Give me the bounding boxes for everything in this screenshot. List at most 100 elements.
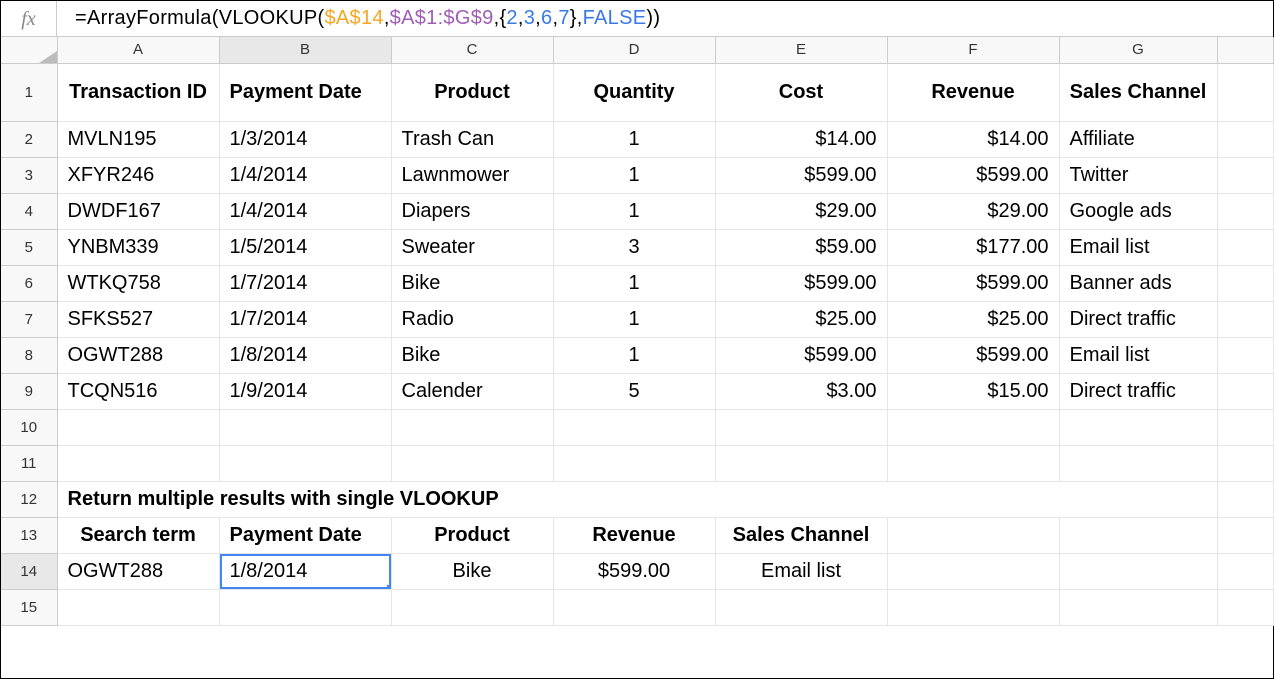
row-11[interactable]: 11 <box>1 445 57 481</box>
cell-E4[interactable]: $29.00 <box>715 193 887 229</box>
cell-G8[interactable]: Email list <box>1059 337 1217 373</box>
row-13[interactable]: 13 <box>1 517 57 553</box>
cell-F5[interactable]: $177.00 <box>887 229 1059 265</box>
cell-F3[interactable]: $599.00 <box>887 157 1059 193</box>
cell-F8[interactable]: $599.00 <box>887 337 1059 373</box>
cell-B9[interactable]: 1/9/2014 <box>219 373 391 409</box>
row-4[interactable]: 4 <box>1 193 57 229</box>
sec-hdr-revenue[interactable]: Revenue <box>553 517 715 553</box>
cell-F6[interactable]: $599.00 <box>887 265 1059 301</box>
section-title[interactable]: Return multiple results with single VLOO… <box>57 481 1217 517</box>
hdr-quantity[interactable]: Quantity <box>553 63 715 121</box>
cell-A9[interactable]: TCQN516 <box>57 373 219 409</box>
sec-sales-channel[interactable]: Email list <box>715 553 887 589</box>
cell-G9[interactable]: Direct traffic <box>1059 373 1217 409</box>
cell-F7[interactable]: $25.00 <box>887 301 1059 337</box>
cell-B2[interactable]: 1/3/2014 <box>219 121 391 157</box>
row-5[interactable]: 5 <box>1 229 57 265</box>
row-6[interactable]: 6 <box>1 265 57 301</box>
cell-D8[interactable]: 1 <box>553 337 715 373</box>
cell-C9[interactable]: Calender <box>391 373 553 409</box>
cell-C8[interactable]: Bike <box>391 337 553 373</box>
col-D[interactable]: D <box>553 37 715 63</box>
cell-D3[interactable]: 1 <box>553 157 715 193</box>
cell-D7[interactable]: 1 <box>553 301 715 337</box>
cell-E6[interactable]: $599.00 <box>715 265 887 301</box>
cell-C7[interactable]: Radio <box>391 301 553 337</box>
cell-G2[interactable]: Affiliate <box>1059 121 1217 157</box>
cell-A2[interactable]: MVLN195 <box>57 121 219 157</box>
cell-B6[interactable]: 1/7/2014 <box>219 265 391 301</box>
spreadsheet-grid[interactable]: A B C D E F G 1 Transaction ID Payment D… <box>1 37 1274 626</box>
cell-B7[interactable]: 1/7/2014 <box>219 301 391 337</box>
cell-G3[interactable]: Twitter <box>1059 157 1217 193</box>
cell-E7[interactable]: $25.00 <box>715 301 887 337</box>
row-15[interactable]: 15 <box>1 589 57 625</box>
cell-D4[interactable]: 1 <box>553 193 715 229</box>
cell-B4[interactable]: 1/4/2014 <box>219 193 391 229</box>
cell-A8[interactable]: OGWT288 <box>57 337 219 373</box>
cell-E2[interactable]: $14.00 <box>715 121 887 157</box>
row-3[interactable]: 3 <box>1 157 57 193</box>
cell-A6[interactable]: WTKQ758 <box>57 265 219 301</box>
cell-D2[interactable]: 1 <box>553 121 715 157</box>
hdr-cost[interactable]: Cost <box>715 63 887 121</box>
cell-G4[interactable]: Google ads <box>1059 193 1217 229</box>
cell-G7[interactable]: Direct traffic <box>1059 301 1217 337</box>
col-G[interactable]: G <box>1059 37 1217 63</box>
cell-C3[interactable]: Lawnmower <box>391 157 553 193</box>
cell-F2[interactable]: $14.00 <box>887 121 1059 157</box>
hdr-revenue[interactable]: Revenue <box>887 63 1059 121</box>
cell-A5[interactable]: YNBM339 <box>57 229 219 265</box>
cell-C6[interactable]: Bike <box>391 265 553 301</box>
cell-C2[interactable]: Trash Can <box>391 121 553 157</box>
cell-B5[interactable]: 1/5/2014 <box>219 229 391 265</box>
row-10[interactable]: 10 <box>1 409 57 445</box>
cell-E8[interactable]: $599.00 <box>715 337 887 373</box>
row-9[interactable]: 9 <box>1 373 57 409</box>
hdr-sales-channel[interactable]: Sales Channel <box>1059 63 1217 121</box>
cell-A3[interactable]: XFYR246 <box>57 157 219 193</box>
cell-B8[interactable]: 1/8/2014 <box>219 337 391 373</box>
hdr-payment-date[interactable]: Payment Date <box>219 63 391 121</box>
select-all-corner[interactable] <box>1 37 57 63</box>
col-E[interactable]: E <box>715 37 887 63</box>
sec-hdr-search-term[interactable]: Search term <box>57 517 219 553</box>
formula-input[interactable]: =ArrayFormula(VLOOKUP($A$14,$A$1:$G$9,{2… <box>57 7 660 30</box>
sec-product[interactable]: Bike <box>391 553 553 589</box>
cell-C5[interactable]: Sweater <box>391 229 553 265</box>
col-extra[interactable] <box>1217 37 1273 63</box>
cell-E9[interactable]: $3.00 <box>715 373 887 409</box>
cell-G5[interactable]: Email list <box>1059 229 1217 265</box>
sec-search-term[interactable]: OGWT288 <box>57 553 219 589</box>
fx-icon[interactable]: fx <box>1 1 57 36</box>
cell-D9[interactable]: 5 <box>553 373 715 409</box>
hdr-transaction-id[interactable]: Transaction ID <box>57 63 219 121</box>
row-2[interactable]: 2 <box>1 121 57 157</box>
col-F[interactable]: F <box>887 37 1059 63</box>
cell-F9[interactable]: $15.00 <box>887 373 1059 409</box>
sec-hdr-payment-date[interactable]: Payment Date <box>219 517 391 553</box>
sec-hdr-sales-channel[interactable]: Sales Channel <box>715 517 887 553</box>
cell-A4[interactable]: DWDF167 <box>57 193 219 229</box>
cell-A7[interactable]: SFKS527 <box>57 301 219 337</box>
row-1[interactable]: 1 <box>1 63 57 121</box>
sec-hdr-product[interactable]: Product <box>391 517 553 553</box>
cell-E3[interactable]: $599.00 <box>715 157 887 193</box>
hdr-product[interactable]: Product <box>391 63 553 121</box>
row-7[interactable]: 7 <box>1 301 57 337</box>
cell-D6[interactable]: 1 <box>553 265 715 301</box>
row-14[interactable]: 14 <box>1 553 57 589</box>
col-C[interactable]: C <box>391 37 553 63</box>
col-A[interactable]: A <box>57 37 219 63</box>
cell-G6[interactable]: Banner ads <box>1059 265 1217 301</box>
col-B[interactable]: B <box>219 37 391 63</box>
cell-D5[interactable]: 3 <box>553 229 715 265</box>
row-12[interactable]: 12 <box>1 481 57 517</box>
cell-B3[interactable]: 1/4/2014 <box>219 157 391 193</box>
cell-C4[interactable]: Diapers <box>391 193 553 229</box>
sec-payment-date[interactable]: 1/8/2014 <box>219 553 391 589</box>
cell-E5[interactable]: $59.00 <box>715 229 887 265</box>
row-8[interactable]: 8 <box>1 337 57 373</box>
sec-revenue[interactable]: $599.00 <box>553 553 715 589</box>
